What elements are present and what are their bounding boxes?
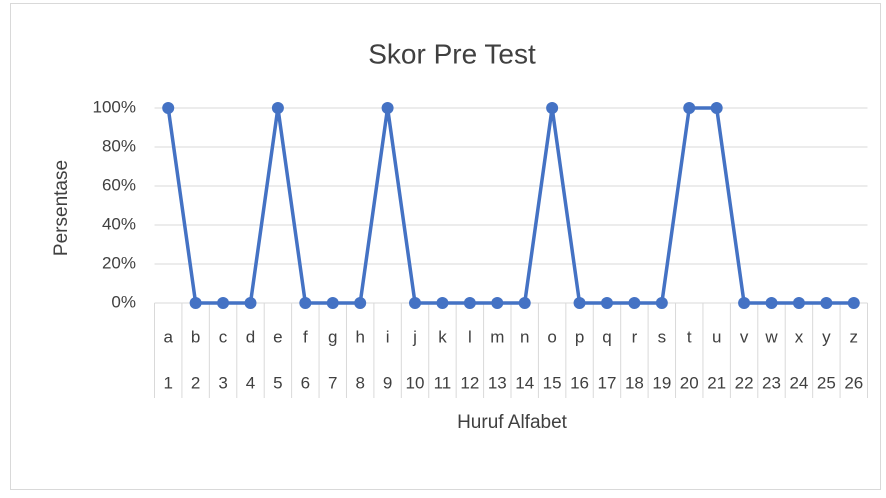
- x-group-label: 25: [817, 373, 836, 392]
- x-tick-label: o: [547, 327, 556, 346]
- x-group-label: 19: [652, 373, 671, 392]
- x-group-label: 7: [328, 373, 337, 392]
- data-point: [244, 297, 257, 309]
- y-tick-label: 80%: [102, 136, 136, 155]
- x-group-label: 20: [680, 373, 699, 392]
- x-group-label: 26: [844, 373, 863, 392]
- data-point: [600, 297, 613, 309]
- x-tick-label: c: [219, 327, 228, 346]
- x-tick-label: x: [795, 327, 804, 346]
- x-axis-title: Huruf Alfabet: [457, 412, 568, 433]
- y-tick-label: 100%: [93, 97, 136, 116]
- x-group-label: 8: [355, 373, 364, 392]
- x-tick-label: z: [850, 327, 859, 346]
- x-tick-label: l: [468, 327, 472, 346]
- x-tick-label: k: [438, 327, 447, 346]
- data-point: [655, 297, 668, 309]
- x-group-label: 23: [762, 373, 781, 392]
- data-point: [463, 297, 476, 309]
- x-group-label: 17: [598, 373, 617, 392]
- x-tick-label: d: [246, 327, 255, 346]
- x-tick-label: u: [712, 327, 721, 346]
- data-point: [162, 102, 175, 114]
- data-point: [546, 102, 559, 114]
- x-group-label: 2: [191, 373, 200, 392]
- data-point: [573, 297, 586, 309]
- x-tick-label: y: [822, 327, 831, 346]
- data-point: [381, 102, 394, 114]
- x-group-label: 16: [570, 373, 589, 392]
- x-group-label: 11: [434, 373, 452, 392]
- x-tick-label: p: [575, 327, 584, 346]
- x-tick-label: s: [658, 327, 667, 346]
- x-tick-label: e: [273, 327, 282, 346]
- x-group-label: 24: [789, 373, 808, 392]
- data-point: [189, 297, 202, 309]
- y-tick-label: 20%: [102, 253, 136, 272]
- x-group-label: 9: [383, 373, 392, 392]
- x-tick-label: n: [520, 327, 529, 346]
- data-point: [683, 102, 696, 114]
- data-point: [738, 297, 751, 309]
- x-tick-label: i: [386, 327, 390, 346]
- x-tick-label: q: [602, 327, 611, 346]
- x-tick-label: g: [328, 327, 337, 346]
- x-group-label: 15: [543, 373, 562, 392]
- data-point: [710, 102, 723, 114]
- data-point: [354, 297, 367, 309]
- x-group-label: 22: [735, 373, 754, 392]
- data-point: [765, 297, 778, 309]
- x-tick-label: b: [191, 327, 200, 346]
- data-point: [792, 297, 805, 309]
- data-point: [299, 297, 312, 309]
- x-tick-label: h: [355, 327, 364, 346]
- x-group-label: 6: [301, 373, 310, 392]
- y-axis-title: Persentase: [51, 160, 72, 256]
- x-tick-label: m: [490, 327, 504, 346]
- x-group-label: 14: [515, 373, 534, 392]
- x-group-label: 12: [460, 373, 479, 392]
- x-group-label: 4: [246, 373, 255, 392]
- data-point: [326, 297, 339, 309]
- x-group-label: 21: [707, 373, 726, 392]
- chart-frame: [10, 3, 881, 490]
- y-tick-label: 60%: [102, 175, 136, 194]
- x-group-label: 5: [273, 373, 282, 392]
- data-point: [409, 297, 422, 309]
- x-tick-label: f: [303, 327, 308, 346]
- x-tick-label: r: [632, 327, 638, 346]
- x-tick-label: w: [764, 327, 778, 346]
- data-point: [271, 102, 284, 114]
- data-point: [847, 297, 860, 309]
- x-tick-label: t: [687, 327, 692, 346]
- x-group-label: 13: [488, 373, 507, 392]
- x-group-label: 3: [218, 373, 227, 392]
- data-point: [820, 297, 833, 309]
- y-tick-label: 40%: [102, 214, 136, 233]
- x-tick-label: j: [412, 327, 417, 346]
- x-tick-label: a: [163, 327, 173, 346]
- chart-title: Skor Pre Test: [368, 38, 536, 69]
- data-point: [628, 297, 641, 309]
- data-point: [491, 297, 504, 309]
- data-point: [217, 297, 230, 309]
- x-tick-label: v: [740, 327, 749, 346]
- x-group-label: 1: [163, 373, 172, 392]
- data-line: [166, 106, 854, 305]
- x-group-label: 18: [625, 373, 644, 392]
- y-tick-label: 0%: [111, 292, 136, 311]
- x-group-label: 10: [406, 373, 425, 392]
- data-point: [436, 297, 449, 309]
- data-point: [518, 297, 531, 309]
